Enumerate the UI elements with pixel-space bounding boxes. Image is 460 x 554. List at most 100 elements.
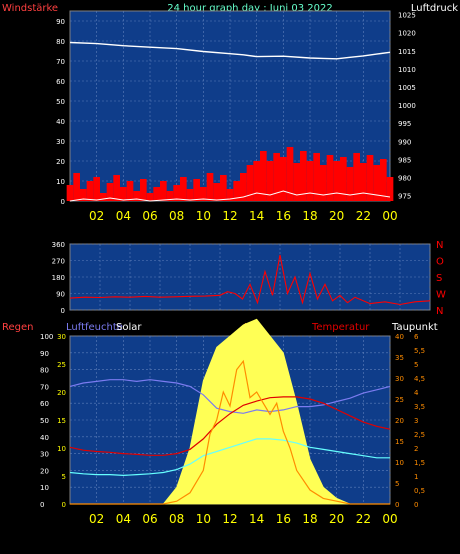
header-right-label: Luftdruck [411, 3, 458, 14]
wind-time-label: 00 [382, 209, 397, 223]
wind-left-tick: 0 [61, 198, 65, 206]
direction-compass-label: W [436, 290, 446, 301]
humidity-line [69, 379, 391, 414]
weather-time-label: 16 [276, 512, 291, 526]
uv-axis-tick: 0 [414, 501, 418, 509]
uv-axis-tick: 4,5 [414, 375, 425, 383]
wind-time-label: 20 [329, 209, 344, 223]
legend-dewpoint: Taupunkt [391, 322, 438, 333]
wind-time-label: 02 [89, 209, 104, 223]
humidity-axis-tick: 0 [62, 501, 66, 509]
uv-axis-tick: 1,5 [414, 459, 425, 467]
direction-compass-label: N [436, 306, 443, 317]
pressure-right-tick: 990 [398, 138, 411, 146]
legend-solar: Solar [116, 322, 142, 333]
weather-time-label: 08 [169, 512, 184, 526]
direction-left-tick: 0 [61, 307, 65, 315]
rain-axis-tick: 0 [40, 501, 44, 509]
wind-bar [213, 183, 220, 201]
pressure-right-tick: 980 [398, 174, 411, 182]
wind-time-label: 10 [196, 209, 211, 223]
wind-bar [133, 191, 140, 201]
wind-bar [100, 193, 107, 201]
humidity-axis-tick: 20 [57, 389, 66, 397]
uv-axis-tick: 3 [414, 417, 418, 425]
wind-bar [313, 153, 320, 201]
wind-bar [200, 187, 207, 201]
wind-bar [120, 187, 127, 201]
weather-time-label: 00 [382, 512, 397, 526]
legend-temperature: Temperatur [311, 322, 370, 333]
uv-axis-tick: 3,5 [414, 403, 425, 411]
temperature-axis-tick: 30 [395, 375, 404, 383]
weather-time-label: 02 [89, 512, 104, 526]
wind-time-label: 14 [249, 209, 264, 223]
wind-bar [293, 163, 300, 201]
wind-bar [86, 181, 94, 201]
wind-bar [193, 179, 200, 201]
wind-bar [280, 157, 287, 201]
wind-left-tick: 60 [56, 78, 65, 86]
rain-axis-tick: 90 [40, 350, 49, 358]
wind-bar [253, 161, 260, 201]
humidity-axis-tick: 5 [62, 473, 66, 481]
uv-axis-tick: 6 [414, 333, 419, 341]
wind-time-label: 18 [302, 209, 317, 223]
wind-bar [106, 183, 114, 201]
wind-bar [266, 161, 274, 201]
humidity-axis-tick: 25 [57, 361, 66, 369]
wind-bar [246, 165, 254, 201]
wind-bar [206, 173, 214, 201]
pressure-right-tick: 995 [398, 120, 411, 128]
uv-axis-tick: 4 [414, 389, 419, 397]
uv-axis-tick: 0,5 [414, 487, 425, 495]
wind-bar [240, 173, 247, 201]
rain-axis-tick: 80 [40, 367, 49, 375]
wind-bar [186, 189, 194, 201]
temperature-axis-tick: 25 [395, 396, 404, 404]
temperature-axis-tick: 35 [395, 354, 404, 362]
rain-axis-tick: 50 [40, 417, 49, 425]
wind-bar [220, 175, 227, 201]
wind-time-label: 12 [222, 209, 237, 223]
wind-bar [346, 167, 354, 201]
wind-left-tick: 20 [56, 158, 65, 166]
weather-time-label: 10 [196, 512, 211, 526]
weather-time-label: 04 [116, 512, 131, 526]
wind-bar [166, 191, 174, 201]
wind-bar [113, 175, 120, 201]
weather-time-label: 14 [249, 512, 264, 526]
wind-left-tick: 40 [56, 118, 65, 126]
header-left-label: Windstärke [2, 3, 58, 14]
pressure-line [69, 41, 391, 60]
uv-axis-tick: 5,5 [414, 347, 425, 355]
wind-bar [300, 151, 307, 201]
uv-axis-tick: 2,5 [414, 431, 425, 439]
weather-panel: 0102030405060708090100051015202530051015… [40, 318, 425, 526]
temperature-axis-tick: 40 [395, 333, 404, 341]
rain-axis-tick: 70 [40, 383, 49, 391]
wind-bar [286, 147, 294, 201]
direction-compass-label: N [436, 240, 443, 251]
wind-bar [386, 177, 394, 201]
direction-left-tick: 270 [52, 258, 65, 266]
wind-bar [306, 161, 314, 201]
weather-time-label: 20 [329, 512, 344, 526]
direction-left-tick: 90 [56, 291, 65, 299]
pressure-right-tick: 1020 [398, 30, 416, 38]
wind-bar [80, 189, 87, 201]
wind-pressure-panel: 0102030405060708090975980985990995100010… [56, 10, 416, 223]
wind-bar [153, 187, 160, 201]
humidity-axis-tick: 15 [57, 417, 66, 425]
wind-left-tick: 10 [56, 178, 65, 186]
wind-bar [260, 151, 267, 201]
wind-left-tick: 70 [56, 58, 65, 66]
wind-time-label: 04 [116, 209, 131, 223]
header-title: 24 hour graph day : Juni 03 2022 [167, 3, 333, 14]
rain-axis-tick: 30 [40, 451, 49, 459]
uv-axis-tick: 1 [414, 473, 418, 481]
pressure-right-tick: 975 [398, 193, 411, 201]
wind-bar [333, 161, 340, 201]
pressure-right-tick: 1015 [398, 48, 416, 56]
